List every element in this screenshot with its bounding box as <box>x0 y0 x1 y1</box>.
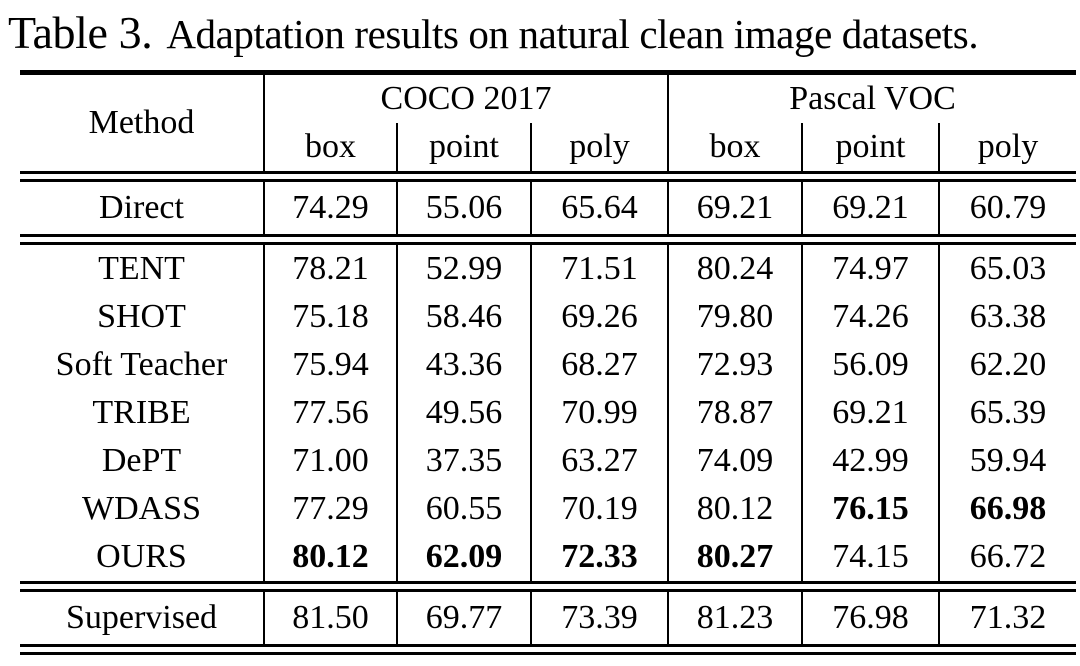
value-cell: 80.24 <box>667 245 802 294</box>
table-caption-text: Adaptation results on natural clean imag… <box>166 11 979 57</box>
value-cell: 76.98 <box>801 592 939 645</box>
value-cell: 80.12 <box>667 485 802 534</box>
value-cell: 63.27 <box>530 437 668 486</box>
value-cell: 69.21 <box>667 182 802 235</box>
value-cell: 74.09 <box>667 437 802 486</box>
value-cell: 68.27 <box>530 341 668 390</box>
value-cell: 65.39 <box>938 389 1076 438</box>
value-cell: 71.51 <box>530 245 668 294</box>
value-cell: 43.36 <box>396 341 531 390</box>
table-row: OURS 80.12 62.09 72.33 80.27 74.15 66.72 <box>20 533 1076 582</box>
column-header-coco-point: point <box>396 123 531 172</box>
table-row: Direct 74.29 55.06 65.64 69.21 69.21 60.79 <box>20 182 1076 235</box>
value-cell: 74.15 <box>801 533 939 582</box>
value-cell: 66.98 <box>938 485 1076 534</box>
value-cell: 62.09 <box>396 533 531 582</box>
value-cell: 75.94 <box>263 341 397 390</box>
value-cell: 75.18 <box>263 293 397 342</box>
value-cell: 80.12 <box>263 533 397 582</box>
table-caption: Table 3. Adaptation results on natural cl… <box>0 0 1080 60</box>
value-cell: 74.97 <box>801 245 939 294</box>
value-cell: 69.21 <box>801 389 939 438</box>
method-cell: WDASS <box>81 490 202 528</box>
table-top-rule <box>20 70 1076 76</box>
section-direct: Direct 74.29 55.06 65.64 69.21 69.21 60.79 <box>20 182 1076 235</box>
value-cell: 81.50 <box>263 592 397 645</box>
value-cell: 65.64 <box>530 182 668 235</box>
header-group-row: Method COCO 2017 Pascal VOC <box>20 75 1076 141</box>
section-supervised: Supervised 81.50 69.77 73.39 81.23 76.98 71.32 <box>20 592 1076 645</box>
column-header-voc-point: point <box>801 123 939 172</box>
table-row: WDASS 77.29 60.55 70.19 80.12 76.15 66.98 <box>20 485 1076 534</box>
value-cell: 72.33 <box>530 533 668 582</box>
table-header-grid: Method COCO 2017 Pascal VOC box point po… <box>20 75 1076 172</box>
method-cell: Supervised <box>65 599 218 637</box>
column-group-pascalvoc: Pascal VOC <box>667 75 1076 124</box>
value-cell: 63.38 <box>938 293 1076 342</box>
table-row: TRIBE 77.56 49.56 70.99 78.87 69.21 65.39 <box>20 389 1076 438</box>
table-row: TENT 78.21 52.99 71.51 80.24 74.97 65.03 <box>20 245 1076 294</box>
value-cell: 73.39 <box>530 592 668 645</box>
value-cell: 72.93 <box>667 341 802 390</box>
value-cell: 52.99 <box>396 245 531 294</box>
method-cell: TENT <box>98 250 185 288</box>
value-cell: 55.06 <box>396 182 531 235</box>
section-separator-rule <box>20 234 1076 246</box>
column-header-voc-box: box <box>667 123 802 172</box>
value-cell: 77.29 <box>263 485 397 534</box>
value-cell: 69.21 <box>801 182 939 235</box>
method-cell: Soft Teacher <box>55 346 228 384</box>
value-cell: 71.32 <box>938 592 1076 645</box>
header-sub-row: box point poly box point poly <box>20 123 1076 172</box>
column-header-method: Method <box>88 104 195 142</box>
column-group-coco2017: COCO 2017 <box>263 75 668 124</box>
value-cell: 42.99 <box>801 437 939 486</box>
table-caption-label: Table 3. <box>8 7 153 58</box>
value-cell: 69.26 <box>530 293 668 342</box>
value-cell: 56.09 <box>801 341 939 390</box>
method-cell: DePT <box>101 442 182 480</box>
table-header: Method COCO 2017 Pascal VOC box point po… <box>20 75 1076 172</box>
value-cell: 70.99 <box>530 389 668 438</box>
table-row: DePT 71.00 37.35 63.27 74.09 42.99 59.94 <box>20 437 1076 486</box>
value-cell: 79.80 <box>667 293 802 342</box>
header-separator-rule <box>20 171 1076 183</box>
value-cell: 78.87 <box>667 389 802 438</box>
method-cell: OURS <box>96 538 187 576</box>
value-cell: 74.29 <box>263 182 397 235</box>
column-header-coco-box: box <box>263 123 397 172</box>
value-cell: 69.77 <box>396 592 531 645</box>
value-cell: 66.72 <box>938 533 1076 582</box>
table-row: SHOT 75.18 58.46 69.26 79.80 74.26 63.38 <box>20 293 1076 342</box>
value-cell: 65.03 <box>938 245 1076 294</box>
value-cell: 76.15 <box>801 485 939 534</box>
section-adaptation-methods: TENT 78.21 52.99 71.51 80.24 74.97 65.03 SHOT 75… <box>20 245 1076 582</box>
value-cell: 37.35 <box>396 437 531 486</box>
value-cell: 49.56 <box>396 389 531 438</box>
column-header-coco-poly: poly <box>530 123 668 172</box>
value-cell: 81.23 <box>667 592 802 645</box>
method-cell: Direct <box>99 189 184 227</box>
value-cell: 58.46 <box>396 293 531 342</box>
value-cell: 59.94 <box>938 437 1076 486</box>
value-cell: 62.20 <box>938 341 1076 390</box>
value-cell: 80.27 <box>667 533 802 582</box>
table-bottom-rule <box>20 644 1076 656</box>
value-cell: 78.21 <box>263 245 397 294</box>
value-cell: 74.26 <box>801 293 939 342</box>
column-header-voc-poly: poly <box>938 123 1076 172</box>
value-cell: 77.56 <box>263 389 397 438</box>
value-cell: 70.19 <box>530 485 668 534</box>
table-row: Soft Teacher 75.94 43.36 68.27 72.93 56.09 62.… <box>20 341 1076 390</box>
value-cell: 60.79 <box>938 182 1076 235</box>
method-cell: SHOT <box>97 298 186 336</box>
value-cell: 60.55 <box>396 485 531 534</box>
table-row: Supervised 81.50 69.77 73.39 81.23 76.98 71.32 <box>20 592 1076 645</box>
table-container: Method COCO 2017 Pascal VOC box point po… <box>20 70 1076 656</box>
section-separator-rule <box>20 581 1076 593</box>
value-cell: 71.00 <box>263 437 397 486</box>
method-cell: TRIBE <box>92 394 191 432</box>
